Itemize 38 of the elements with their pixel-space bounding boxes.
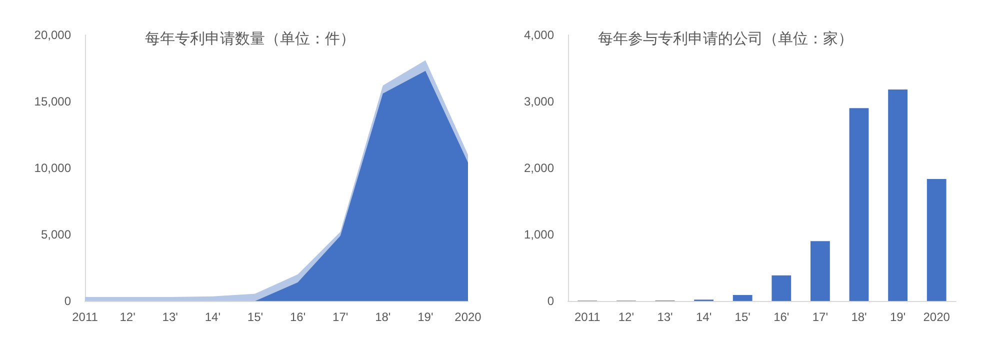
chart-title: 每年专利申请数量（单位：件） [145,30,355,48]
x-tick-label: 14' [204,310,220,324]
y-tick-label: 4,000 [524,28,554,42]
x-tick-label: 13' [162,310,178,324]
x-tick-label: 18' [851,310,867,324]
bar [926,178,946,301]
x-tick-label: 13' [657,310,673,324]
y-tick-label: 20,000 [34,28,72,42]
x-tick-label: 2011 [574,310,601,324]
x-tick-label: 19' [890,310,906,324]
x-tick-label: 18' [375,310,391,324]
x-tick-label: 17' [812,310,828,324]
x-tick-label: 12' [120,310,136,324]
y-tick-label: 3,000 [524,94,554,108]
y-tick-label: 15,000 [34,94,72,108]
x-tick-label: 2020 [923,310,950,324]
x-tick-label: 15' [247,310,264,324]
y-tick-label: 0 [64,294,72,308]
y-tick-label: 0 [547,294,554,308]
y-tick-label: 2,000 [524,161,554,175]
x-tick-label: 12' [618,310,634,324]
x-tick-label: 2020 [454,310,482,324]
y-tick-label: 1,000 [524,228,554,242]
x-tick-label: 19' [418,310,434,324]
bar [888,90,908,301]
x-tick-label: 2011 [72,310,98,324]
bar [732,295,752,301]
chart-title: 每年参与专利申请的公司（单位：家） [598,30,853,48]
bar [810,241,830,301]
bar [849,108,869,301]
x-tick-label: 16' [774,310,790,324]
y-tick-label: 5,000 [40,228,72,242]
x-tick-label: 17' [332,310,348,324]
x-tick-label: 16' [290,310,306,324]
bar [772,275,792,301]
x-tick-label: 14' [696,310,712,324]
x-tick-label: 15' [734,310,750,324]
y-tick-label: 10,000 [34,161,72,175]
